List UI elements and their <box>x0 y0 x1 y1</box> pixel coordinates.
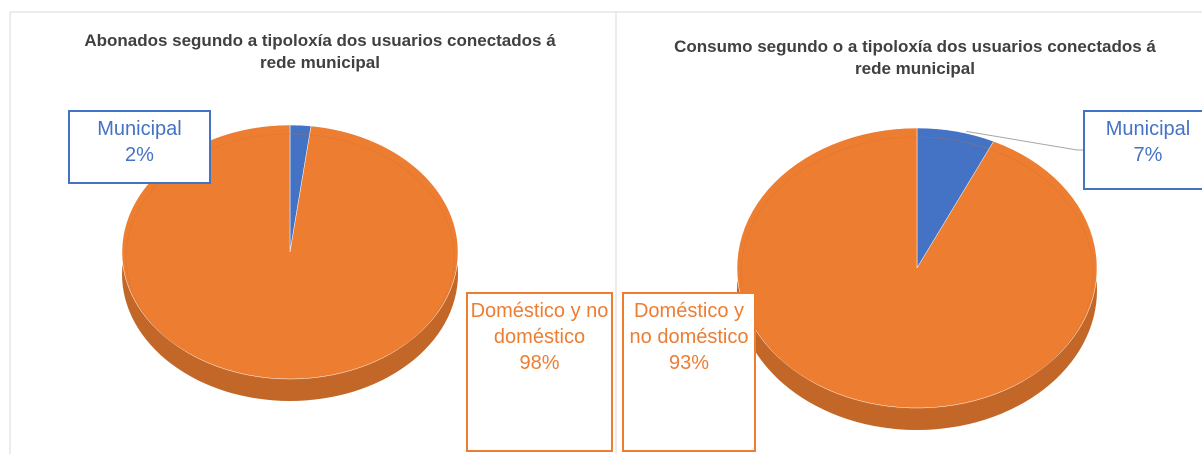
label-category: Municipal <box>97 118 182 140</box>
chart-title: Abonados segundo a tipoloxía dos usuario… <box>84 31 556 72</box>
label-value: 7% <box>1133 144 1163 166</box>
label-category: Doméstico y no doméstico <box>629 300 749 348</box>
label-value: 2% <box>125 144 154 166</box>
data-label: Municipal 2% <box>68 110 211 184</box>
data-label: Doméstico y no doméstico 98% <box>466 292 613 452</box>
pie-edge <box>740 136 1094 410</box>
leader-line <box>966 130 1083 151</box>
data-label: Municipal 7% <box>1083 110 1202 190</box>
label-category: Municipal <box>1105 118 1191 140</box>
data-label: Doméstico y no doméstico 93% <box>622 292 756 452</box>
pie-edge <box>125 133 455 381</box>
pie-slice <box>736 127 1098 409</box>
label-category: Doméstico y no doméstico <box>470 300 609 348</box>
label-value: 98% <box>519 352 560 374</box>
chart-title: Consumo segundo o a tipoloxía dos usuari… <box>674 37 1156 78</box>
label-value: 93% <box>668 352 710 374</box>
